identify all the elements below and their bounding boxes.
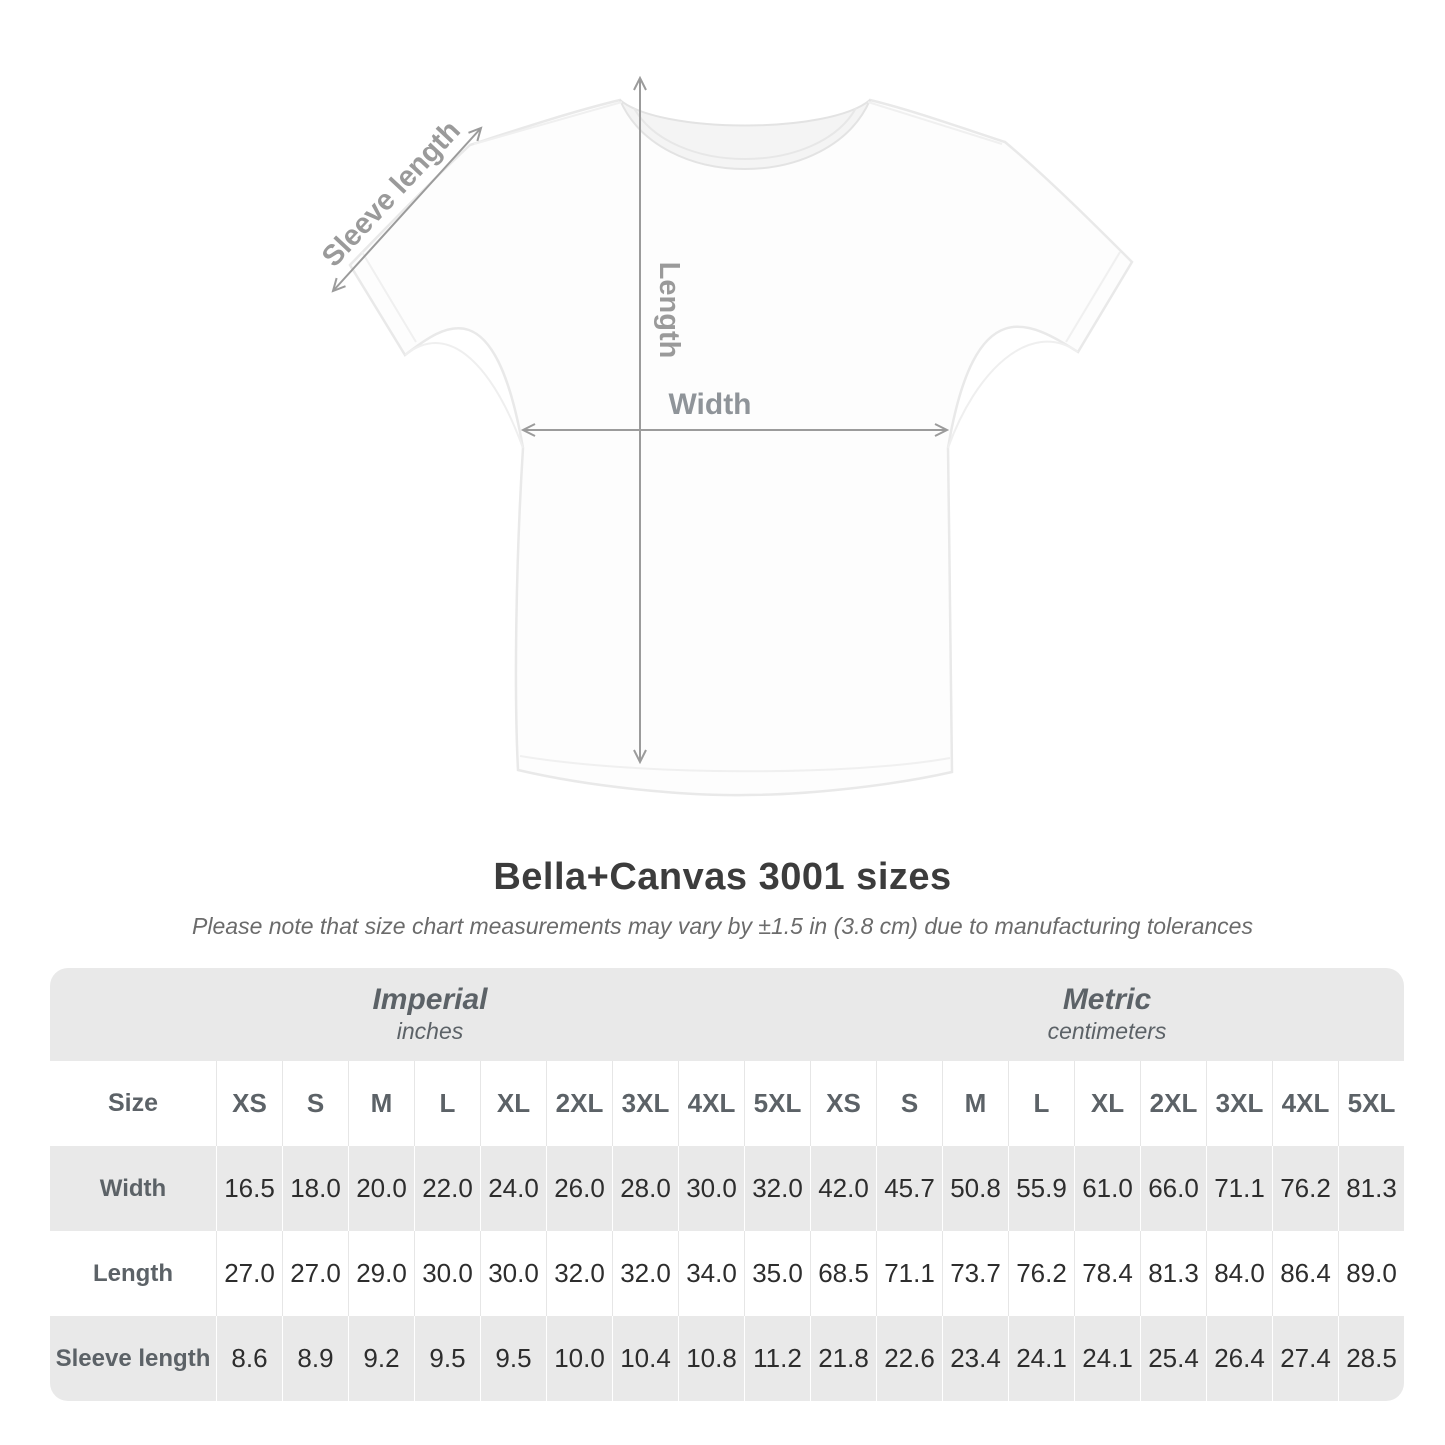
size-header-metric-xs: XS [810,1061,876,1146]
tshirt-measurement-diagram: Sleeve length Length Width [316,75,1134,797]
cell-sleeve-length-metric-5xl: 28.5 [1338,1316,1404,1401]
table-row-width: Width 16.5 18.0 20.0 22.0 24.0 26.0 28.0 30.0 32.… [50,1146,1404,1231]
cell-width-imperial-m: 20.0 [348,1146,414,1231]
cell-width-metric-l: 55.9 [1008,1146,1074,1231]
imperial-label: Imperial [372,983,488,1017]
cell-width-imperial-2xl: 26.0 [546,1146,612,1231]
cell-width-imperial-s: 18.0 [282,1146,348,1231]
cell-length-metric-s: 71.1 [876,1231,942,1316]
row-label-sleeve-length: Sleeve length [55,1344,211,1372]
metric-label: Metric [1062,983,1152,1017]
cell-sleeve-length-metric-2xl: 25.4 [1140,1316,1206,1401]
row-label-width: Width [99,1174,167,1202]
cell-length-imperial-l: 30.0 [414,1231,480,1316]
metric-unit: centimeters [1047,1017,1167,1044]
cell-width-metric-2xl: 66.0 [1140,1146,1206,1231]
cell-length-metric-m: 73.7 [942,1231,1008,1316]
table-row-sleeve-length: Sleeve length 8.6 8.9 9.2 9.5 9.5 10.0 10.4 10.8… [50,1316,1404,1401]
cell-width-imperial-4xl: 30.0 [678,1146,744,1231]
length-label: Length [653,262,685,359]
cell-sleeve-length-metric-l: 24.1 [1008,1316,1074,1401]
cell-length-metric-xs: 68.5 [810,1231,876,1316]
table-header-row: Size XS S M L XL 2XL 3XL 4XL 5XL XS S M L XL 2XL 3XL 4XL 5… [50,1061,1404,1146]
cell-length-imperial-3xl: 32.0 [612,1231,678,1316]
cell-length-metric-l: 76.2 [1008,1231,1074,1316]
row-label-length: Length [93,1259,173,1287]
cell-width-metric-3xl: 71.1 [1206,1146,1272,1231]
cell-length-imperial-4xl: 34.0 [678,1231,744,1316]
size-header-metric-2xl: 2XL [1140,1061,1206,1146]
cell-length-imperial-2xl: 32.0 [546,1231,612,1316]
size-header-metric-xl: XL [1074,1061,1140,1146]
size-header-metric-3xl: 3XL [1206,1061,1272,1146]
cell-sleeve-length-metric-xs: 21.8 [810,1316,876,1401]
imperial-unit: inches [396,1017,464,1044]
cell-length-metric-3xl: 84.0 [1206,1231,1272,1316]
size-header-imperial-s: S [282,1061,348,1146]
cell-width-metric-5xl: 81.3 [1338,1146,1404,1231]
cell-sleeve-length-imperial-xl: 9.5 [480,1316,546,1401]
cell-length-imperial-s: 27.0 [282,1231,348,1316]
cell-sleeve-length-imperial-2xl: 10.0 [546,1316,612,1401]
size-header-imperial-l: L [414,1061,480,1146]
size-header-metric-l: L [1008,1061,1074,1146]
cell-width-metric-xl: 61.0 [1074,1146,1140,1231]
size-header-imperial-2xl: 2XL [546,1061,612,1146]
cell-sleeve-length-metric-3xl: 26.4 [1206,1316,1272,1401]
size-header-metric-4xl: 4XL [1272,1061,1338,1146]
cell-length-metric-2xl: 81.3 [1140,1231,1206,1316]
size-header-imperial-4xl: 4XL [678,1061,744,1146]
cell-sleeve-length-metric-xl: 24.1 [1074,1316,1140,1401]
metric-header: Metric centimeters [810,968,1404,1061]
size-table-rows: Size XS S M L XL 2XL 3XL 4XL 5XL XS S M L XL 2XL 3XL 4XL 5… [50,1061,1404,1401]
cell-width-imperial-l: 22.0 [414,1146,480,1231]
cell-sleeve-length-imperial-xs: 8.6 [216,1316,282,1401]
cell-width-metric-4xl: 76.2 [1272,1146,1338,1231]
cell-sleeve-length-imperial-4xl: 10.8 [678,1316,744,1401]
unit-header-band: Imperial inches Metric centimeters [50,968,1404,1061]
cell-length-metric-4xl: 86.4 [1272,1231,1338,1316]
size-header-imperial-xs: XS [216,1061,282,1146]
cell-width-imperial-xs: 16.5 [216,1146,282,1231]
cell-width-metric-s: 45.7 [876,1146,942,1231]
cell-sleeve-length-metric-4xl: 27.4 [1272,1316,1338,1401]
size-col-header: Size [107,1089,159,1117]
tshirt-body [348,98,1134,797]
cell-length-imperial-5xl: 35.0 [744,1231,810,1316]
collar [619,99,871,170]
sleeve-length-arrow [331,126,483,293]
cell-sleeve-length-imperial-s: 8.9 [282,1316,348,1401]
tshirt-graphic [348,98,1134,797]
size-header-metric-m: M [942,1061,1008,1146]
cell-length-metric-xl: 78.4 [1074,1231,1140,1316]
cell-length-imperial-xl: 30.0 [480,1231,546,1316]
size-table: Imperial inches Metric centimeters Size X… [50,968,1404,1401]
size-header-imperial-5xl: 5XL [744,1061,810,1146]
cell-length-metric-5xl: 89.0 [1338,1231,1404,1316]
width-label: Width [668,388,751,421]
cell-sleeve-length-imperial-3xl: 10.4 [612,1316,678,1401]
tolerance-note: Please note that size chart measurements… [192,913,1253,939]
size-header-imperial-xl: XL [480,1061,546,1146]
imperial-header: Imperial inches [50,968,810,1061]
size-header-imperial-3xl: 3XL [612,1061,678,1146]
cell-sleeve-length-imperial-m: 9.2 [348,1316,414,1401]
size-chart-title: Bella+Canvas 3001 sizes [493,856,952,898]
cell-length-imperial-m: 29.0 [348,1231,414,1316]
size-header-metric-5xl: 5XL [1338,1061,1404,1146]
cell-width-imperial-xl: 24.0 [480,1146,546,1231]
cell-width-metric-m: 50.8 [942,1146,1008,1231]
cell-width-imperial-3xl: 28.0 [612,1146,678,1231]
table-row-length: Length 27.0 27.0 29.0 30.0 30.0 32.0 32.0 34.0 35… [50,1231,1404,1316]
cell-sleeve-length-imperial-5xl: 11.2 [744,1316,810,1401]
cell-width-imperial-5xl: 32.0 [744,1146,810,1231]
size-header-imperial-m: M [348,1061,414,1146]
cell-width-metric-xs: 42.0 [810,1146,876,1231]
size-header-metric-s: S [876,1061,942,1146]
cell-length-imperial-xs: 27.0 [216,1231,282,1316]
cell-sleeve-length-metric-s: 22.6 [876,1316,942,1401]
cell-sleeve-length-metric-m: 23.4 [942,1316,1008,1401]
cell-sleeve-length-imperial-l: 9.5 [414,1316,480,1401]
